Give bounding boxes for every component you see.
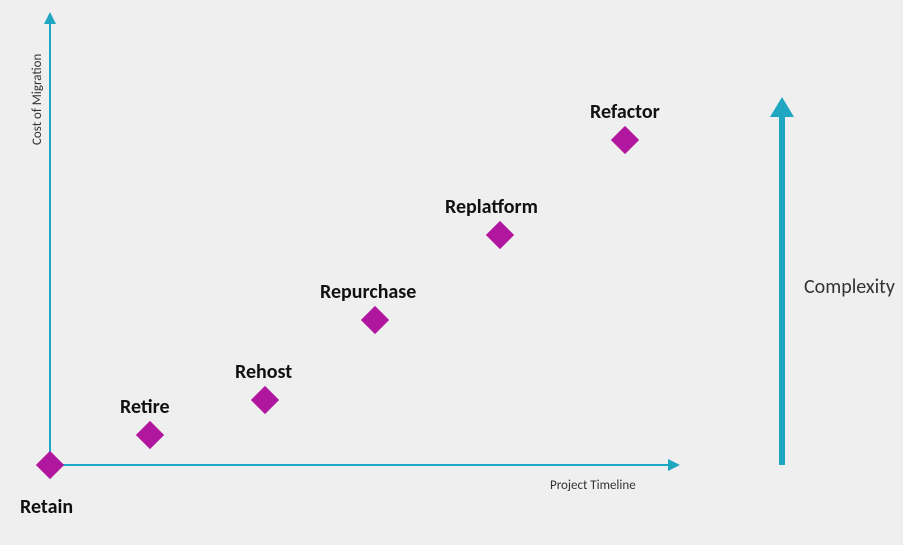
label-refactor: Refactor [590, 100, 660, 124]
diamond-icon [486, 221, 514, 249]
label-replatform: Replatform [445, 195, 538, 219]
x-axis-arrow [668, 459, 680, 471]
label-repurchase: Repurchase [320, 280, 416, 304]
x-axis-label: Project Timeline [550, 478, 636, 493]
migration-scatter-chart: Cost of Migration Project Timeline Compl… [0, 0, 903, 545]
label-retain: Retain [20, 495, 73, 519]
diamond-icon [136, 421, 164, 449]
label-retire: Retire [120, 395, 170, 419]
point-repurchase [365, 310, 385, 330]
diamond-icon [361, 306, 389, 334]
y-axis-label: Cost of Migration [30, 54, 45, 145]
point-refactor [615, 130, 635, 150]
label-rehost: Rehost [235, 360, 292, 384]
diamond-icon [611, 126, 639, 154]
complexity-arrow-head [770, 97, 794, 117]
complexity-label: Complexity [804, 275, 895, 299]
diamond-icon [251, 386, 279, 414]
x-axis [50, 464, 670, 466]
diamond-icon [36, 451, 64, 479]
point-retain [40, 455, 60, 475]
complexity-arrow-line [779, 115, 785, 465]
y-axis [49, 20, 51, 465]
y-axis-arrow [44, 12, 56, 24]
point-replatform [490, 225, 510, 245]
point-retire [140, 425, 160, 445]
point-rehost [255, 390, 275, 410]
